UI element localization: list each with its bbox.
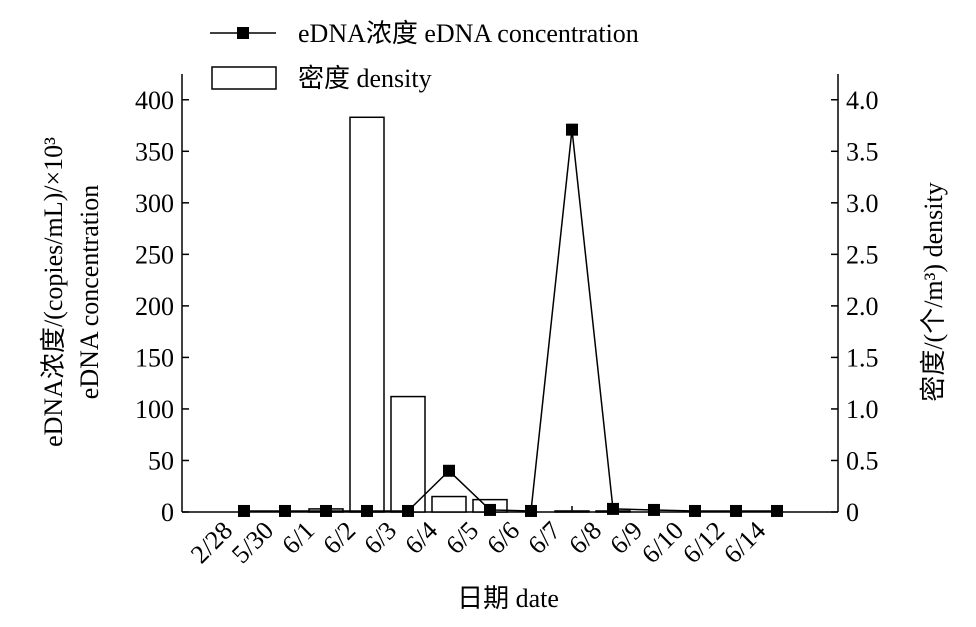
bar [431,495,467,513]
y-tick-label: 100 [135,395,174,424]
point [361,504,373,517]
y-tick-label: 0 [161,498,174,527]
y2-tick-label: 3.0 [846,189,879,218]
x-tick-label: 6/2 [317,516,361,560]
point [730,504,742,517]
y2-axis-label: 密度/(个/m³) density [919,182,948,401]
point [689,504,701,517]
x-tick-label: 6/4 [399,516,443,560]
x-tick-label: 6/8 [563,516,607,560]
y2-tick-label: 4.0 [846,86,879,115]
legend-swatch [211,66,277,90]
x-tick-label: 6/6 [481,516,525,560]
y2-tick-label: 3.5 [846,137,879,166]
x-tick-label: 5/30 [226,516,279,569]
y-tick-label: 150 [135,343,174,372]
point [402,504,414,517]
bar [390,395,426,513]
point [279,504,291,517]
legend-marker [237,27,249,39]
bar [554,510,590,513]
bar [349,116,385,513]
y-tick-label: 350 [135,137,174,166]
y2-tick-label: 1.0 [846,395,879,424]
x-tick-label: 6/5 [440,516,484,560]
point [771,504,783,517]
x-tick-label: 6/14 [718,516,771,569]
x-axis-label: 日期 date [457,584,559,613]
point [238,504,250,517]
y2-tick-label: 2.0 [846,292,879,321]
x-tick-label: 6/10 [636,516,689,569]
point [607,502,619,515]
point [484,503,496,516]
x-tick-label: 6/7 [522,516,566,560]
point [320,504,332,517]
legend-label: 密度 density [298,64,432,93]
y2-tick-label: 1.5 [846,343,879,372]
x-tick-label: 6/3 [358,516,402,560]
y-tick-label: 300 [135,189,174,218]
y-tick-label: 200 [135,292,174,321]
y-tick-label: 50 [148,446,174,475]
point [566,123,578,136]
x-tick-label: 2/28 [185,516,238,569]
y-tick-label: 400 [135,86,174,115]
x-tick-label: 6/1 [276,516,320,560]
x-tick-label: 6/12 [677,516,730,569]
y2-tick-label: 0 [846,498,859,527]
y-axis-label: eDNA浓度/(copies/mL)/×10³ [39,137,68,447]
y2-tick-label: 2.5 [846,240,879,269]
legend-label: eDNA浓度 eDNA concentration [298,19,639,48]
y-tick-label: 250 [135,240,174,269]
point [648,503,660,516]
point [525,504,537,517]
y-axis-label: eDNA concentration [75,185,104,399]
point [443,464,455,477]
y2-tick-label: 0.5 [846,446,879,475]
line [244,129,777,512]
